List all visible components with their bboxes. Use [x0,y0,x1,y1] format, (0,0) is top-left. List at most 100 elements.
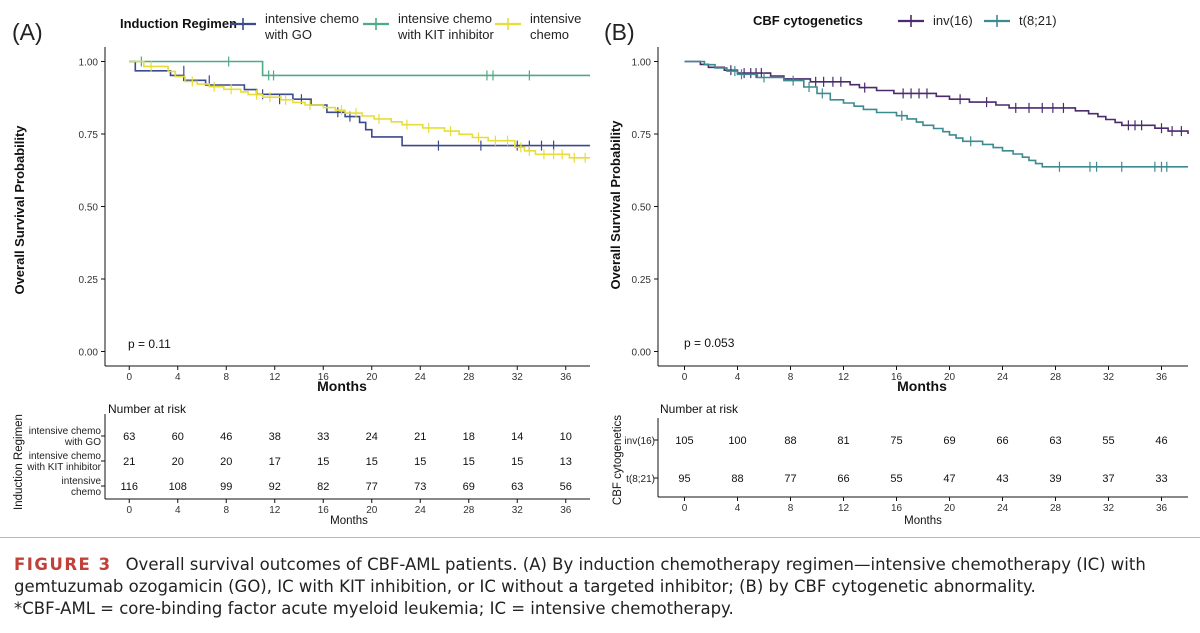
panel-a-x-tick-label: 8 [223,372,229,383]
panel-a-risk-x-tick-label: 0 [126,505,132,516]
panel-a-risk-row-label-line: intensive chemo [29,451,102,462]
panel-a-risk-count: 18 [463,431,475,443]
panel-a-series-2-line [129,60,590,159]
panel-a-risk-row-label-line: chemo [71,487,101,498]
panel-a-x-tick-label: 36 [560,372,572,383]
panel-a-risk-count: 33 [317,431,329,443]
panel-a-x-tick-label: 20 [366,372,378,383]
panel-a-risk-title: Number at risk [108,402,187,416]
panel-a-risk-count: 56 [560,481,572,493]
panel-a-risk-count: 13 [560,456,572,468]
panel-a-risk-row-label: intensive chemo [62,476,102,498]
panel-b-risk-count: 69 [943,435,955,447]
panel-b-legend-key-1: t(8;21) [984,13,1057,28]
panel-b-risk-count: 77 [784,473,796,485]
panel-a-legend: Induction Regimen intensive chemo with GO… [120,11,581,42]
panel-a-risk-count: 14 [511,431,523,443]
panel-b-risk-count: 55 [890,473,902,485]
panel-b-x-tick-label: 20 [944,372,956,383]
panel-b-risk-xlabel: Months [904,515,942,527]
panel-b-risk-count: 63 [1049,435,1061,447]
panel-a-legend-key-1: intensive chemo with KIT inhibitor [363,11,495,42]
panel-a-risk-count: 15 [317,456,329,468]
panel-a-y-tick-label: 1.00 [79,58,99,69]
figure-caption: FIGURE 3 Overall survival outcomes of CBF… [14,554,1189,620]
panel-b-risk-count: 37 [1102,473,1114,485]
panel-b-y-tick-label: 0.25 [632,275,652,286]
panel-b-p-value: p = 0.053 [684,336,735,350]
caption-figure-label: FIGURE 3 [14,555,112,574]
panel-b-y-tick-label: 0.00 [632,348,652,359]
panel-b-x-tick-label: 36 [1156,372,1168,383]
panel-b-risk-count: 55 [1102,435,1114,447]
panel-b-x-tick-label: 4 [735,372,741,383]
panel-a-risk-count: 60 [172,431,184,443]
panel-b-risk-x-tick-label: 8 [788,503,794,514]
panel-b-risk-x-tick-label: 12 [838,503,850,514]
panel-b-risk-count: 66 [996,435,1008,447]
panel-a-risk-row-label: intensive chemo with KIT inhibitor [26,451,101,473]
panel-b-axes: 0.00 0.25 0.50 0.75 1.00 0 4 8 12 16 20 24 28 32 36 [632,47,1188,383]
panel-a-axes: 0.00 0.25 0.50 0.75 1.00 0 4 8 12 16 20 24 28 32 36 [79,47,590,383]
panel-a-p-value: p = 0.11 [128,337,171,351]
panel-b-risk-count: 46 [1155,435,1167,447]
panel-a-legend-label-0: intensive chemo with GO [264,11,359,42]
panel-b-risk-count: 39 [1049,473,1061,485]
panel-b-risk-x-tick-label: 16 [891,503,903,514]
panel-a-label: (A) [12,19,43,45]
panel-a-risk-row-label-line: intensive [62,476,102,487]
panel-a-ylabel: Overall Survival Probability [12,125,27,295]
panel-b-x-tick-label: 8 [788,372,794,383]
panel-a-risk-x-tick-label: 12 [269,505,281,516]
panel-b-y-tick-label: 0.50 [632,203,652,214]
panel-a-risk-count: 108 [169,481,187,493]
panel-a-y-tick-label: 0.25 [79,275,99,286]
panel-b-risk-title: Number at risk [660,402,739,416]
panel-a-risk-row-label-line: with KIT inhibitor [26,462,101,473]
panel-b-risk-ylabel: CBF cytogenetics [612,415,624,505]
panel-a-risk-count: 116 [120,481,138,493]
panel-b-label: (B) [604,19,635,45]
panel-b-series-1-line [684,60,1188,168]
panel-a-x-tick-label: 16 [318,372,330,383]
panel-b-risk-count: 47 [943,473,955,485]
panel-a-legend-key-0: intensive chemo with GO [230,11,359,42]
panel-b-risk-row-label-line: inv(16) [624,436,655,447]
panel-b-xlabel: Months [897,378,947,394]
panel-b-risk-row-label: t(8;21) [626,474,655,485]
panel-b-risk-count: 88 [784,435,796,447]
panel-a-risk-count: 46 [220,431,232,443]
panel-a-series-0-line [129,60,590,147]
panel-b-risk-count: 95 [678,473,690,485]
panel-b-x-tick-label: 16 [891,372,903,383]
panel-a-risk-x-tick-label: 20 [366,505,378,516]
panel-a-risk-count: 73 [414,481,426,493]
panel-a-y-tick-label: 0.00 [79,348,99,359]
panel-a: (A) Induction Regimen intensive chemo wit… [12,11,590,527]
figure-3-survival-plots: (A) Induction Regimen intensive chemo wit… [12,11,1189,527]
panel-a-series-1-line [129,60,590,77]
panel-a-legend-label-2: intensive chemo [530,11,581,42]
panel-a-xlabel: Months [317,378,367,394]
panel-b: (B) CBF cytogenetics inv(16) t(8;21) Ove… [604,13,1189,527]
panel-b-risk-x-tick-label: 32 [1103,503,1115,514]
panel-b-curves [684,60,1189,172]
panel-a-risk-row-label-line: with GO [64,437,101,448]
panel-b-risk-count: 66 [837,473,849,485]
panel-a-risk-x-tick-label: 4 [175,505,181,516]
panel-a-x-tick-label: 24 [415,372,427,383]
panel-a-risk-x-tick-label: 8 [223,505,229,516]
panel-a-legend-key-2: intensive chemo [495,11,581,42]
panel-b-risk-table: inv(16) 105 100 88 81 75 69 66 63 55 46t(8;21) 95 88… [624,418,1188,514]
panel-a-risk-count: 63 [511,481,523,493]
panel-a-x-tick-label: 0 [126,372,132,383]
panel-a-risk-table: intensive chemo with GO 63 60 46 38 33 24 21 18 14… [26,414,590,516]
panel-a-risk-count: 15 [463,456,475,468]
panel-b-risk-x-tick-label: 4 [735,503,741,514]
panel-b-legend-key-0: inv(16) [898,13,973,28]
panel-a-risk-count: 77 [366,481,378,493]
panel-a-x-tick-label: 32 [512,372,524,383]
panel-a-y-tick-label: 0.50 [79,203,99,214]
panel-a-legend-title: Induction Regimen [120,16,237,31]
caption-main: FIGURE 3 Overall survival outcomes of CBF… [14,554,1189,598]
